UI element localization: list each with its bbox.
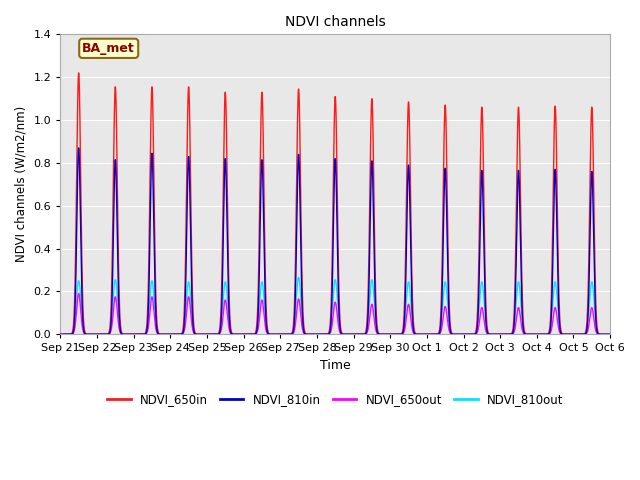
X-axis label: Time: Time bbox=[320, 359, 351, 372]
Text: BA_met: BA_met bbox=[83, 42, 135, 55]
Title: NDVI channels: NDVI channels bbox=[285, 15, 386, 29]
Legend: NDVI_650in, NDVI_810in, NDVI_650out, NDVI_810out: NDVI_650in, NDVI_810in, NDVI_650out, NDV… bbox=[102, 388, 568, 411]
Y-axis label: NDVI channels (W/m2/nm): NDVI channels (W/m2/nm) bbox=[15, 106, 28, 263]
